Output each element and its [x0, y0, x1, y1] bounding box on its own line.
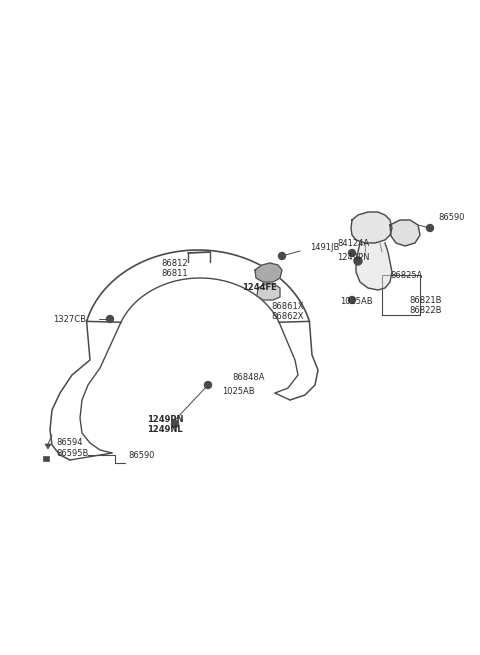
Polygon shape — [390, 220, 420, 246]
Circle shape — [351, 299, 353, 301]
Polygon shape — [356, 243, 392, 290]
Text: 1025AB: 1025AB — [222, 386, 254, 396]
Text: 84124A: 84124A — [337, 240, 369, 248]
Text: 1249PN: 1249PN — [337, 252, 370, 261]
Circle shape — [354, 257, 362, 265]
Text: 86825A: 86825A — [390, 271, 422, 280]
Text: 86590: 86590 — [438, 214, 465, 223]
Polygon shape — [257, 284, 280, 300]
Polygon shape — [255, 263, 282, 282]
Circle shape — [348, 297, 356, 303]
Circle shape — [174, 422, 176, 425]
Polygon shape — [351, 212, 392, 243]
Text: 1249PN
1249NL: 1249PN 1249NL — [147, 415, 183, 434]
Text: 1491JB: 1491JB — [310, 244, 339, 252]
Text: 1327CB: 1327CB — [53, 314, 86, 324]
Text: 86812
86811: 86812 86811 — [162, 259, 188, 278]
Text: 86590: 86590 — [128, 451, 155, 460]
Text: 86594
86595B: 86594 86595B — [56, 438, 88, 458]
Circle shape — [429, 227, 431, 229]
Circle shape — [207, 384, 209, 386]
Text: 1025AB: 1025AB — [340, 297, 372, 305]
Circle shape — [278, 252, 286, 259]
Text: 86821B
86822B: 86821B 86822B — [409, 296, 442, 316]
Circle shape — [109, 318, 111, 320]
Text: 86848A: 86848A — [232, 373, 264, 383]
Polygon shape — [45, 444, 51, 449]
Circle shape — [171, 421, 179, 428]
Circle shape — [204, 381, 212, 388]
Circle shape — [351, 252, 353, 254]
Circle shape — [348, 250, 356, 257]
Circle shape — [107, 316, 113, 322]
Text: 1244FE: 1244FE — [242, 284, 277, 293]
Circle shape — [427, 225, 433, 231]
Bar — [43, 455, 49, 460]
Circle shape — [281, 255, 283, 257]
Text: 86861X
86862X: 86861X 86862X — [271, 302, 303, 322]
